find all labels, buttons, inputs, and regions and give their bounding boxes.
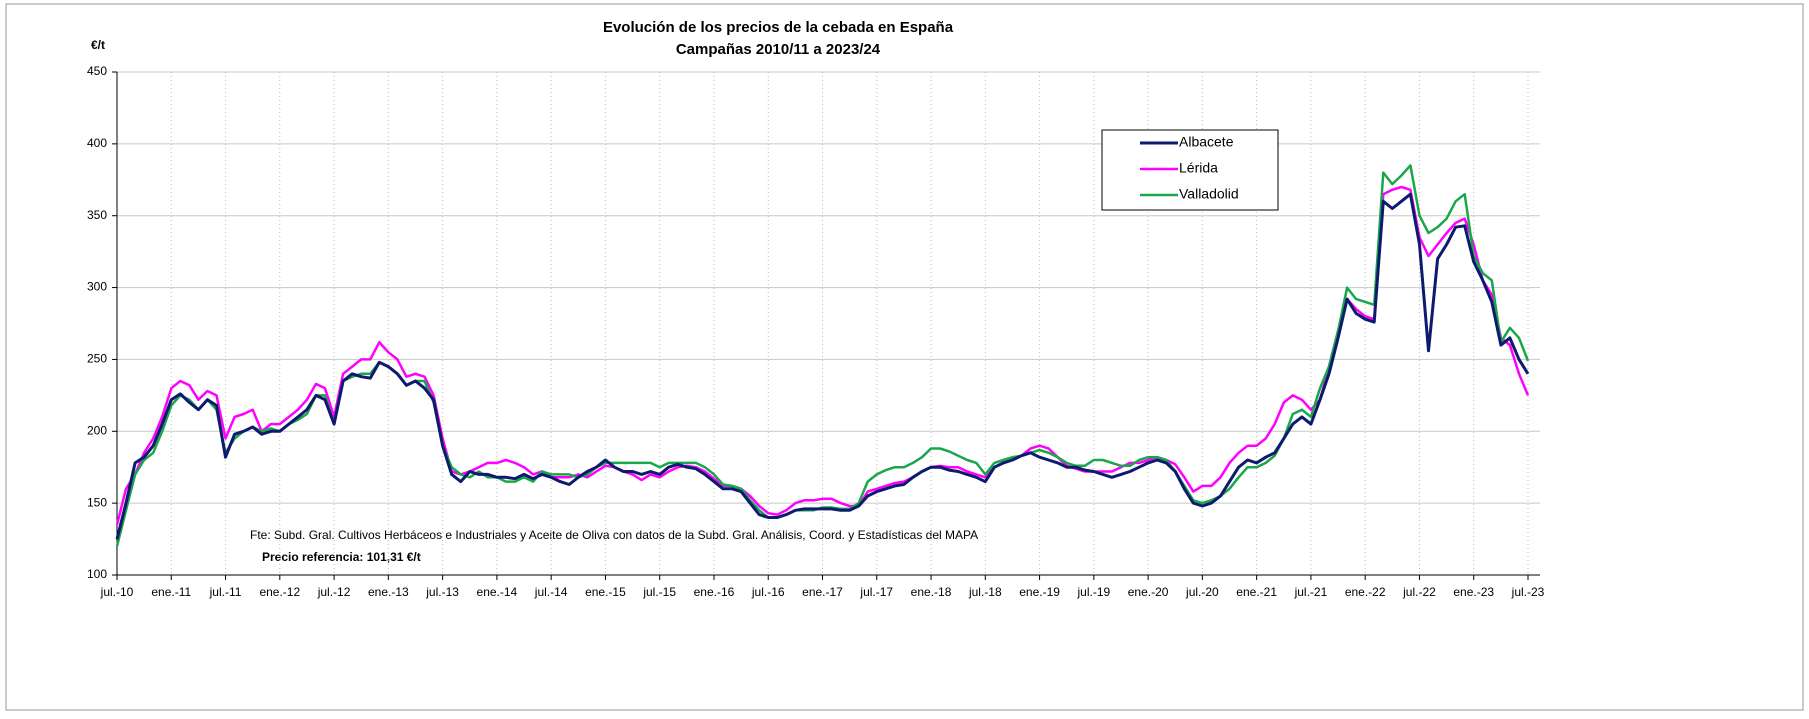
- x-tick-label: jul.-10: [100, 585, 134, 599]
- y-tick-label: 350: [87, 208, 107, 222]
- chart-title: Evolución de los precios de la cebada en…: [603, 19, 954, 36]
- x-tick-label: jul.-13: [425, 585, 459, 599]
- x-tick-label: jul.-17: [859, 585, 893, 599]
- x-tick-label: jul.-22: [1402, 585, 1436, 599]
- x-tick-label: jul.-18: [968, 585, 1002, 599]
- y-tick-label: 100: [87, 567, 107, 581]
- legend-label: Lérida: [1179, 160, 1218, 176]
- x-tick-label: ene.-14: [477, 585, 518, 599]
- y-tick-label: 450: [87, 64, 107, 78]
- x-tick-label: jul.-16: [751, 585, 785, 599]
- x-tick-label: ene.-19: [1019, 585, 1060, 599]
- x-tick-label: ene.-12: [259, 585, 300, 599]
- x-tick-label: ene.-16: [694, 585, 735, 599]
- x-tick-label: jul.-23: [1511, 585, 1545, 599]
- x-tick-label: ene.-17: [802, 585, 843, 599]
- x-tick-label: jul.-12: [317, 585, 351, 599]
- legend-label: Albacete: [1179, 134, 1234, 150]
- x-tick-label: jul.-21: [1294, 585, 1328, 599]
- x-tick-label: ene.-22: [1345, 585, 1386, 599]
- x-tick-label: ene.-15: [585, 585, 626, 599]
- x-tick-label: jul.-20: [1185, 585, 1219, 599]
- source-note: Fte: Subd. Gral. Cultivos Herbáceos e In…: [250, 528, 978, 542]
- x-tick-label: ene.-20: [1128, 585, 1169, 599]
- reference-note: Precio referencia: 101,31 €/t: [262, 550, 421, 564]
- chart-subtitle: Campañas 2010/11 a 2023/24: [676, 41, 881, 58]
- y-axis-label: €/t: [91, 38, 105, 52]
- x-tick-label: jul.-11: [209, 585, 242, 599]
- x-tick-label: ene.-18: [911, 585, 952, 599]
- y-tick-label: 400: [87, 136, 107, 150]
- chart-frame: [5, 3, 1804, 711]
- legend-box: [1101, 129, 1279, 211]
- series-line: [115, 192, 1530, 540]
- series-line: [115, 185, 1530, 526]
- y-tick-label: 150: [87, 495, 107, 509]
- x-tick-label: ene.-13: [368, 585, 409, 599]
- y-tick-label: 250: [87, 352, 107, 366]
- x-tick-label: jul.-19: [1077, 585, 1111, 599]
- x-tick-label: ene.-23: [1453, 585, 1494, 599]
- x-tick-label: ene.-21: [1236, 585, 1277, 599]
- y-tick-label: 200: [87, 423, 107, 437]
- y-tick-label: 300: [87, 280, 107, 294]
- x-tick-label: jul.-15: [642, 585, 676, 599]
- x-tick-label: jul.-14: [534, 585, 568, 599]
- legend-label: Valladolid: [1179, 186, 1239, 202]
- x-tick-label: ene.-11: [151, 585, 191, 599]
